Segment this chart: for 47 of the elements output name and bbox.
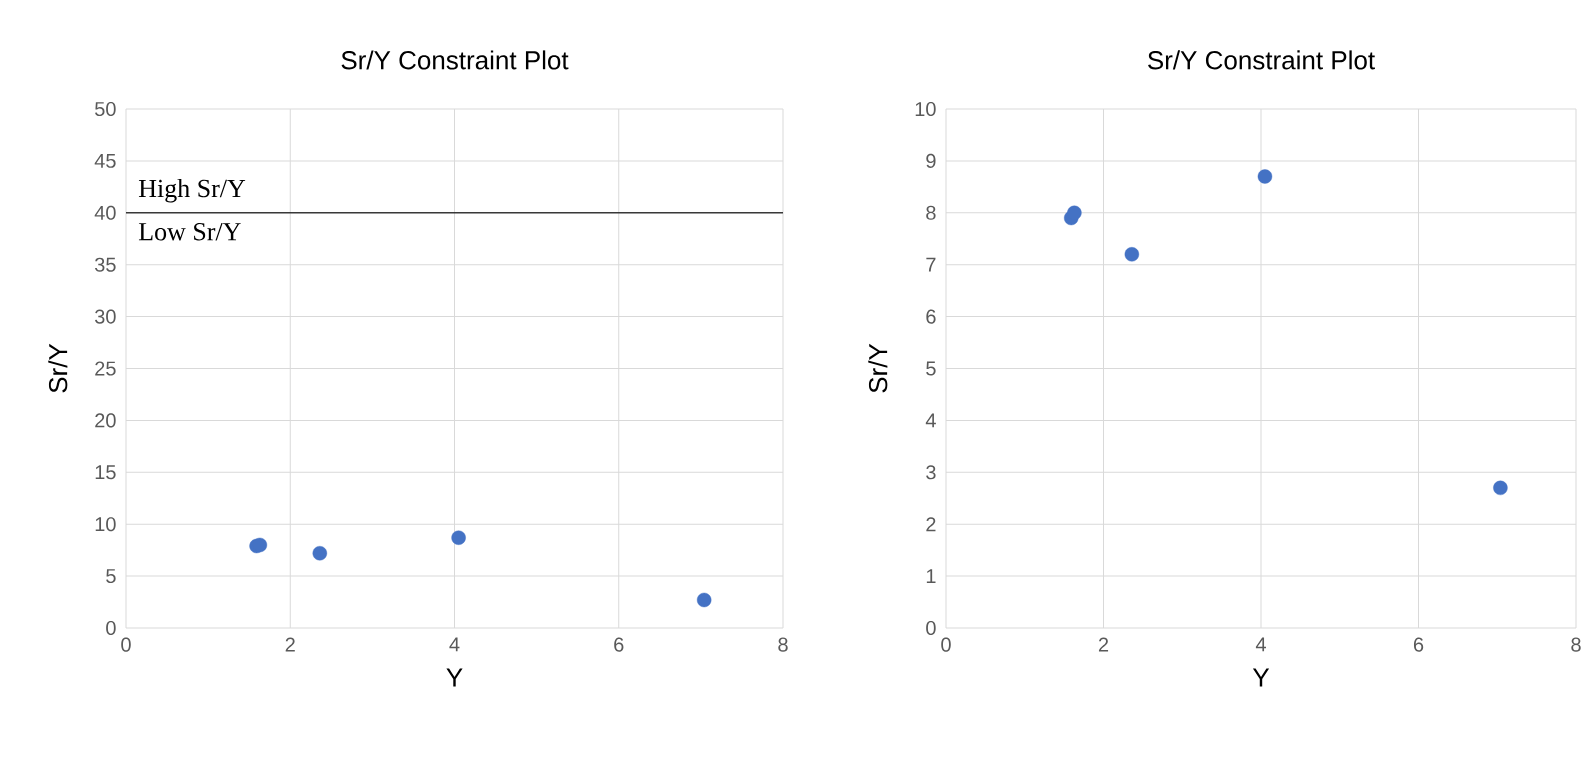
y-tick-label: 1 [926,569,936,583]
y-axis-title: Sr/Y [48,343,68,393]
point [1257,169,1273,184]
x-tick-label: 2 [1098,637,1109,652]
x-tick-label: 4 [449,637,460,652]
chart-title: Sr/Y Constraint Plot [341,50,569,70]
y-tick-label: 2 [926,517,936,532]
y-tick-label: 0 [106,620,116,636]
point [312,546,328,561]
x-tick-label: 0 [941,637,951,652]
y-tick-label: 9 [926,153,936,168]
y-tick-label: 50 [95,101,116,117]
point [1493,480,1508,496]
y-tick-label: 5 [926,361,936,376]
y-tick-label: 30 [94,309,116,324]
x-axis-title: Y [1252,668,1270,687]
y-tick-label: 8 [926,205,936,220]
x-tick-label: 2 [285,637,295,652]
chart-title: Sr/Y Constraint Plot [1148,50,1375,70]
y-tick-label: 45 [94,153,116,168]
point [696,592,712,608]
x-tick-label: 0 [121,637,131,652]
x-tick-label: 6 [614,637,624,652]
x-tick-label: 6 [1413,637,1424,652]
y-tick-label: 25 [95,361,116,376]
y-tick-label: 40 [94,205,116,220]
x-tick-label: 8 [778,637,788,652]
point [1124,247,1140,262]
y-tick-label: 5 [106,569,116,584]
y-tick-label: 15 [95,465,116,480]
point [1067,205,1082,220]
annotation: Low Sr/Y [138,222,241,241]
y-tick-label: 4 [925,413,936,428]
x-axis-title: Y [446,668,463,687]
y-tick-label: 7 [926,257,936,272]
x-tick-label: 4 [1255,637,1266,652]
y-tick-label: 3 [926,465,936,480]
y-tick-label: 10 [915,101,936,117]
y-tick-label: 20 [95,413,116,428]
y-axis-title: Sr/Y [868,343,888,393]
y-tick-label: 35 [94,257,116,272]
y-tick-label: 10 [95,517,116,532]
point [451,530,466,545]
x-tick-label: 8 [1571,637,1581,652]
y-tick-label: 6 [926,309,936,324]
y-tick-label: 0 [926,620,936,636]
annotation: High Sr/Y [138,178,246,203]
